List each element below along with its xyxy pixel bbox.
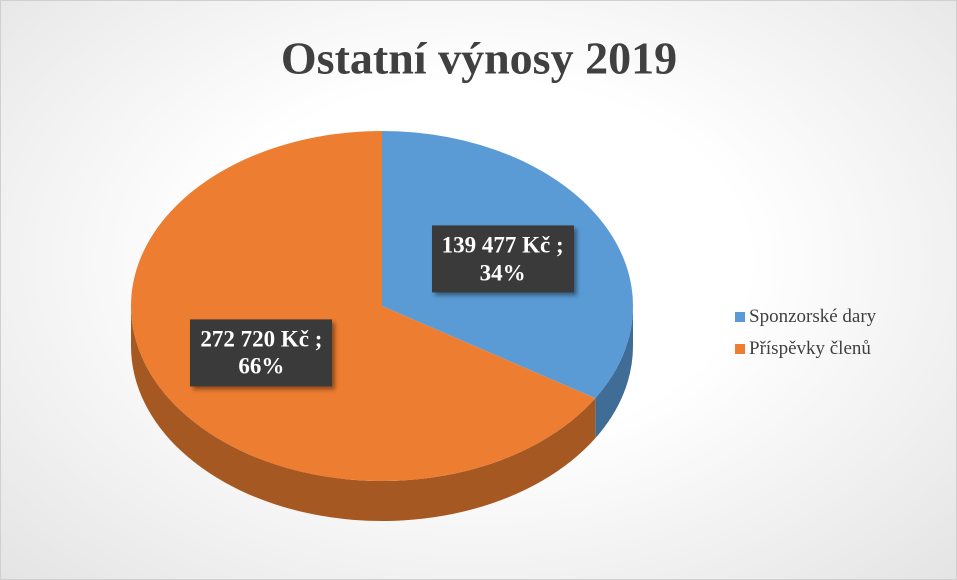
- legend-item: Sponzorské dary: [735, 306, 876, 328]
- legend-item: Příspěvky členů: [735, 338, 871, 360]
- data-label: 139 477 Kč ; 34%: [431, 225, 574, 293]
- chart-title: Ostatní výnosy 2019: [281, 33, 677, 84]
- pie-side: [595, 306, 633, 439]
- pie-side: [131, 306, 596, 521]
- pie-slice: [131, 131, 596, 481]
- legend-swatch: [735, 312, 745, 322]
- legend-label: Sponzorské dary: [749, 306, 877, 327]
- legend-swatch: [735, 344, 745, 354]
- data-label: 272 720 Kč ; 66%: [190, 319, 333, 387]
- legend-label: Příspěvky členů: [749, 338, 871, 359]
